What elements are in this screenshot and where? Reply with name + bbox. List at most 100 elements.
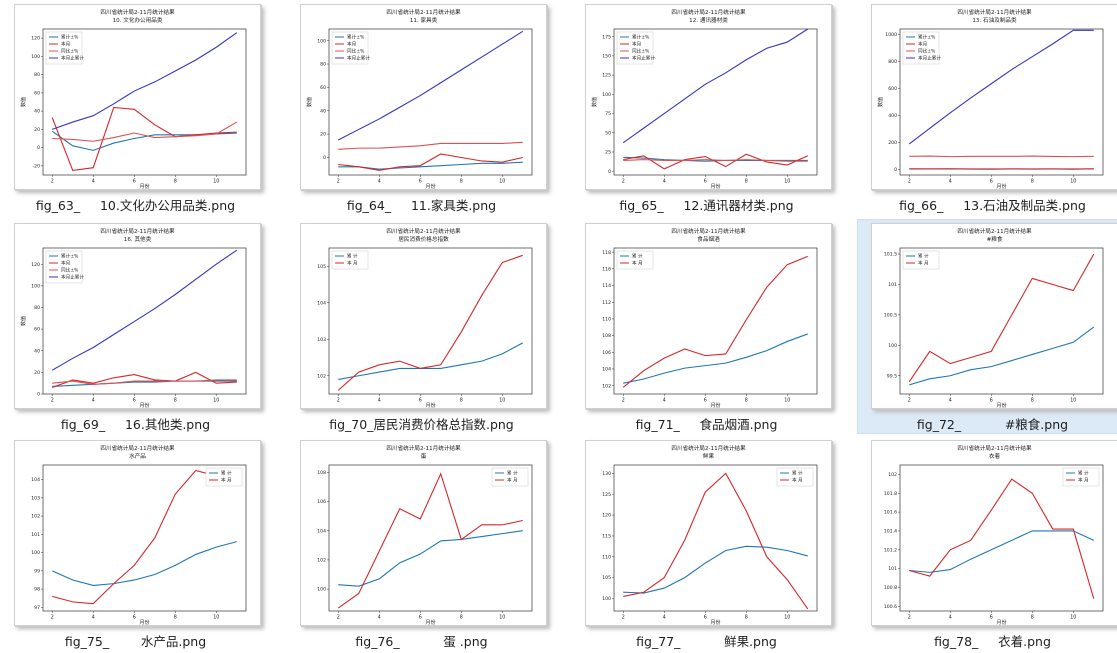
x-tick-label: 2 — [51, 398, 54, 404]
file-thumbnail[interactable]: 四川省统计局2-11月统计结果蛋 2 4 6 8 10 100 102 104 106 108 月份 累… — [286, 436, 557, 651]
series-line — [338, 530, 523, 587]
legend-label: 累 计 — [221, 470, 232, 477]
x-tick-label: 10 — [1070, 615, 1076, 621]
file-name-label: fig_71_ 食品烟酒.png — [635, 417, 778, 432]
plot-frame — [328, 28, 533, 176]
chart-title: 四川省统计局2-11月统计结果 — [957, 8, 1032, 16]
legend-label: 累计±% — [632, 34, 650, 41]
legend-label: 累 计 — [632, 253, 643, 260]
x-tick-label: 2 — [622, 398, 625, 404]
x-tick-label: 10 — [784, 615, 790, 621]
legend-label: 本 月 — [792, 477, 803, 484]
file-thumbnail[interactable]: 四川省统计局2-11月统计结果 水产品 2 4 6 8 10 97 98 99 100 101 102 1… — [0, 436, 271, 651]
legend-label: 累 计 — [1078, 470, 1089, 477]
y-tick-label: 106 — [317, 499, 326, 505]
x-tick-label: 4 — [378, 179, 381, 185]
legend-label: 本月 — [918, 41, 927, 48]
plot-frame — [899, 464, 1104, 612]
y-tick-label: 0 — [894, 167, 897, 173]
x-tick-label: 4 — [92, 398, 95, 404]
file-thumbnail[interactable]: 四川省统计局2-11月统计结果 鲜果 2 4 6 8 10 100 105 110 115 120 12… — [571, 436, 842, 651]
series-line — [908, 253, 1095, 383]
y-tick-label: 114 — [602, 283, 611, 289]
file-thumbnail[interactable]: 四川省统计局2-11月统计结果 11. 家具类 2 4 6 8 10 0 20 40 60 80 100… — [286, 0, 557, 215]
plot-frame — [613, 464, 818, 612]
x-tick-label: 10 — [1070, 179, 1076, 185]
x-tick-label: 6 — [133, 398, 136, 404]
legend-label: 累 计 — [792, 470, 803, 477]
x-axis-label: 月份 — [425, 183, 435, 189]
chart-title: 四川省统计局2-11月统计结果 — [386, 444, 461, 452]
x-tick-label: 6 — [419, 179, 422, 185]
x-tick-label: 8 — [745, 398, 748, 404]
legend-label: 累 计 — [507, 470, 518, 477]
y-tick-label: 110 — [602, 317, 611, 323]
file-thumbnail[interactable]: 四川省统计局2-11月统计结果 #粮食 2 4 6 8 10 99.5 100 100.5 101 1… — [857, 219, 1117, 434]
chart-title: 四川省统计局2-11月统计结果 — [386, 8, 461, 16]
file-thumbnail[interactable]: 四川省统计局2-11月统计结果 13. 石油及制品类 2 4 6 8 10 0 200 400 60… — [857, 0, 1117, 215]
y-tick-label: 0 — [608, 169, 611, 175]
legend-label: 同比±% — [347, 48, 365, 55]
chart-title: 四川省统计局2-11月统计结果 — [957, 227, 1032, 235]
x-tick-label: 10 — [499, 615, 505, 621]
chart-title: 四川省统计局2-11月统计结果 — [100, 444, 175, 452]
plot-frame — [613, 28, 818, 176]
file-thumbnail[interactable]: 四川省统计局2-11月统计结果 居民消费价格总指数 2 4 6 8 10 102 103 104 1… — [286, 219, 557, 434]
x-tick-label: 2 — [908, 398, 911, 404]
x-tick-label: 2 — [337, 615, 340, 621]
y-tick-label: 200 — [888, 140, 897, 146]
legend-label: 本 月 — [918, 260, 929, 267]
legend-label: 累计±% — [61, 34, 79, 41]
series-line — [623, 159, 808, 162]
y-tick-label: 120 — [602, 513, 611, 519]
file-thumbnail[interactable]: 四川省统计局2-11月统计结果 16. 其他类 2 4 6 8 10 0 20 40 60 80 100… — [0, 219, 271, 434]
file-name-label: fig_63_ 10.文化办公用品类.png — [35, 198, 236, 213]
legend-label: 本月止累计 — [61, 274, 84, 281]
x-tick-label: 6 — [990, 615, 993, 621]
y-tick-label: 100.5 — [884, 313, 897, 319]
plot-frame — [899, 247, 1104, 395]
chart-title: 四川省统计局2-11月统计结果 — [100, 8, 175, 16]
chart-thumbnail-image: 四川省统计局2-11月统计结果 11. 家具类 2 4 6 8 10 0 20 40 60 80 100… — [300, 4, 547, 190]
chart-title: 四川省统计局2-11月统计结果 — [957, 444, 1032, 452]
x-tick-label: 8 — [460, 615, 463, 621]
x-tick-label: 4 — [92, 179, 95, 185]
file-thumbnail[interactable]: 四川省统计局2-11月统计结果 10. 文化办公用品类 2 4 6 8 10 -20 0 20 40… — [0, 0, 271, 215]
y-tick-label: 100 — [31, 283, 40, 289]
legend-label: 累 计 — [918, 253, 929, 260]
x-axis-label: 月份 — [139, 402, 149, 408]
file-name-label: fig_66_ 13.石油及制品类.png — [899, 198, 1086, 213]
x-tick-label: 10 — [213, 179, 219, 185]
y-axis-label: 数值 — [877, 97, 884, 107]
y-tick-label: 80 — [34, 305, 40, 311]
file-thumbnail[interactable]: 四川省统计局2-11月统计结果 食品烟酒 2 4 6 8 10 102 104 106 108 110… — [571, 219, 842, 434]
file-name-label: fig_78_ 衣着.png — [934, 634, 1051, 649]
x-axis-label: 月份 — [996, 183, 1006, 189]
y-tick-label: 102 — [602, 383, 611, 389]
y-tick-label: 60 — [320, 85, 326, 91]
file-thumbnail[interactable]: 四川省统计局2-11月统计结果 12. 通讯器材类 2 4 6 8 10 0 25 50 75 100… — [571, 0, 842, 215]
legend-label: 本 月 — [347, 260, 358, 267]
x-axis-label: 月份 — [996, 619, 1006, 625]
series-line — [909, 326, 1095, 386]
legend-label: 累计±% — [347, 34, 365, 41]
y-tick-label: 800 — [888, 59, 897, 65]
line-chart: 四川省统计局2-11月统计结果#粮食 2 4 6 8 10 99.5 100 100.5 101 1… — [884, 227, 1104, 408]
y-tick-label: 100 — [602, 596, 611, 602]
file-name-label: fig_69_ 16.其他类.png — [60, 417, 211, 432]
legend-label: 累计±% — [61, 253, 79, 260]
x-tick-label: 4 — [949, 615, 952, 621]
series-line — [51, 106, 237, 172]
y-tick-label: 75 — [605, 111, 611, 117]
chart-thumbnail-image: 四川省统计局2-11月统计结果 10. 文化办公用品类 2 4 6 8 10 -20 0 20 40… — [14, 4, 261, 190]
y-tick-label: 104 — [317, 300, 326, 306]
series-line — [908, 29, 1094, 145]
legend-label: 同比±% — [61, 267, 79, 274]
x-tick-label: 8 — [745, 615, 748, 621]
y-tick-label: 102 — [317, 373, 326, 379]
file-thumbnail[interactable]: 四川省统计局2-11月统计结果 衣着 2 4 6 8 10 100.6 100.8 101 101.… — [857, 436, 1117, 651]
file-name-label: fig_64_ 11.家具类.png — [346, 198, 497, 213]
